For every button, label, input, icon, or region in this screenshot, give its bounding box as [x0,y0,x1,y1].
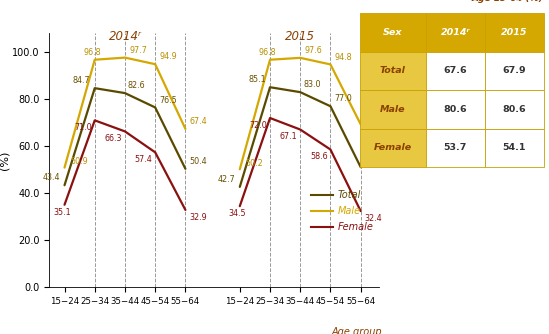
Text: 85.1: 85.1 [248,75,266,85]
Text: Total: Total [380,66,406,75]
Bar [485,129,544,167]
Text: 35.1: 35.1 [53,207,71,216]
Text: 67.9: 67.9 [502,66,526,75]
Text: 2014ʳ: 2014ʳ [440,28,470,37]
Text: 50.4: 50.4 [189,157,207,166]
Text: 67.4: 67.4 [189,117,207,126]
Text: 53.7: 53.7 [444,143,467,152]
Text: 97.6: 97.6 [304,46,322,55]
Text: 54.1: 54.1 [502,143,526,152]
Bar [426,52,485,90]
Text: 66.3: 66.3 [105,134,122,143]
Bar [426,129,485,167]
Bar [485,90,544,129]
Bar [360,52,426,90]
Bar [360,90,426,129]
Text: 67.1: 67.1 [280,132,298,141]
Text: 32.9: 32.9 [189,213,208,222]
Bar [485,52,544,90]
Text: 94.8: 94.8 [335,53,352,62]
Text: 2014ʳ: 2014ʳ [109,30,142,43]
Text: 50.2: 50.2 [245,159,263,168]
Text: 97.7: 97.7 [129,46,147,55]
Text: 67.6: 67.6 [444,66,467,75]
Text: 82.6: 82.6 [128,81,145,90]
Text: Age 15-64 (%): Age 15-64 (%) [472,0,544,3]
Text: 58.6: 58.6 [310,152,328,161]
Bar [426,13,485,52]
Y-axis label: (%): (%) [0,151,9,170]
Text: 43.4: 43.4 [43,173,60,182]
Text: 2015: 2015 [501,28,528,37]
Text: 51.1: 51.1 [365,155,383,164]
Text: 34.5: 34.5 [228,209,246,218]
Bar [360,13,426,52]
Bar [485,13,544,52]
Text: 57.4: 57.4 [135,155,153,164]
Text: 2015: 2015 [285,30,315,43]
Bar [360,129,426,167]
Text: 42.7: 42.7 [218,175,236,184]
Text: 80.6: 80.6 [444,105,467,114]
Text: 50.9: 50.9 [70,157,88,166]
Text: Sex: Sex [383,28,402,37]
Text: 71.0: 71.0 [74,123,92,132]
Text: 96.8: 96.8 [83,48,101,57]
Legend: Total, Male, Female: Total, Male, Female [307,186,377,236]
Bar [426,90,485,129]
Text: 77.0: 77.0 [335,95,352,104]
Text: 96.8: 96.8 [259,48,276,57]
Text: 83.0: 83.0 [303,80,321,90]
Text: Female: Female [373,143,412,152]
Text: 72.0: 72.0 [249,121,267,130]
Text: 76.5: 76.5 [159,96,177,105]
Text: 84.7: 84.7 [73,76,91,86]
Text: 80.6: 80.6 [502,105,526,114]
Text: Male: Male [380,105,406,114]
Text: 69.3: 69.3 [365,113,383,122]
Text: Age group: Age group [331,327,382,334]
Text: 94.9: 94.9 [159,52,177,61]
Text: 32.4: 32.4 [365,214,383,223]
